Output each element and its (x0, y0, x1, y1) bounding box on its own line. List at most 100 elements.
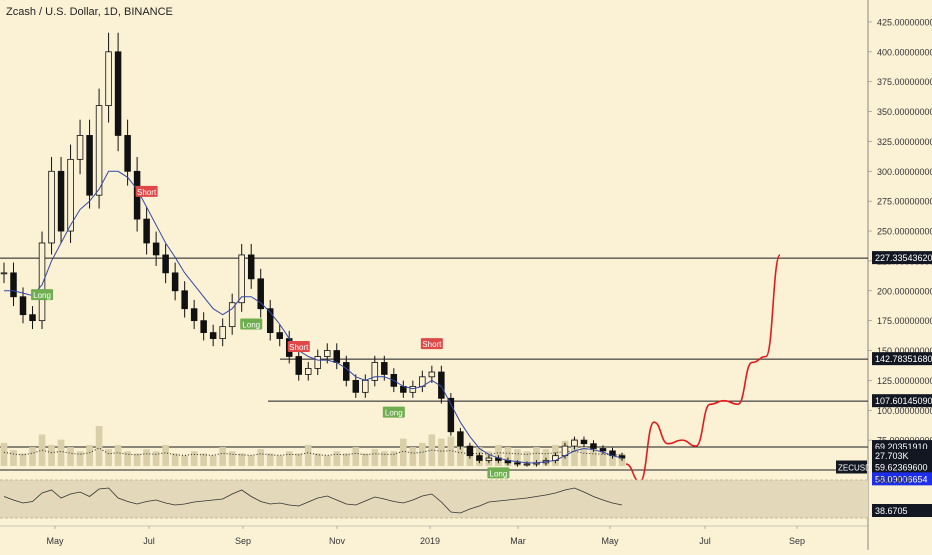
volume-bar (219, 447, 227, 466)
long-signal-badge (240, 318, 263, 330)
y-tick-label: 275.000000000 (877, 197, 932, 207)
volume-bar (609, 453, 616, 466)
candle-body (29, 314, 36, 322)
volume-bar (0, 442, 8, 466)
volume-bar (590, 449, 597, 466)
volume-bar (124, 451, 131, 466)
volume-bar (105, 449, 112, 466)
volume-bar (257, 449, 265, 466)
candle-body (304, 368, 312, 375)
symbol-label-box (836, 460, 867, 474)
volume-bar (38, 434, 46, 466)
volume-bar (399, 438, 407, 466)
candle-body (143, 218, 150, 244)
price-label-text: 69.20351910 (875, 442, 928, 452)
candle-body (247, 254, 255, 280)
rsi-line (3, 487, 623, 514)
candle-body (190, 308, 198, 322)
candle-body (105, 51, 112, 106)
candle-body (266, 308, 274, 333)
x-tick-label: Mar (510, 536, 526, 546)
price-label-text: 107.60145090 (875, 396, 932, 406)
candle-body (238, 254, 245, 304)
volume-bar (390, 451, 398, 466)
volume-bar (143, 449, 150, 466)
long-signal-label: Long (242, 320, 260, 329)
candle-body (162, 254, 169, 274)
candle-body (76, 135, 84, 160)
long-signal-badge (31, 289, 54, 301)
volume-bar (29, 447, 36, 466)
candle-body (324, 350, 331, 357)
volume-bar (200, 453, 207, 466)
volume-bar (114, 444, 122, 466)
short-signal-label: Short (289, 343, 309, 352)
candle-body (476, 455, 483, 461)
volume-bar (447, 436, 455, 466)
candle-body (171, 272, 179, 292)
candle-body (10, 272, 17, 298)
candle-body (209, 332, 217, 339)
candle-body (276, 332, 283, 339)
rsi-upper-label: 80.0000 (877, 475, 910, 485)
y-tick-label: 400.000000000 (877, 47, 932, 57)
volume-bar (352, 447, 360, 466)
candle-body (124, 135, 131, 172)
volume-bar (542, 449, 550, 466)
x-tick-label: 2019 (420, 536, 440, 546)
candle-body (38, 242, 46, 322)
x-tick-label: Sep (235, 536, 251, 546)
volume-bar (266, 453, 274, 466)
long-signal-badge (487, 467, 510, 479)
projection-path[interactable] (625, 254, 781, 483)
candle-body (362, 379, 369, 393)
y-tick-label: 425.000000000 (877, 17, 932, 27)
moving-average-line (4, 170, 623, 464)
candle-body (295, 356, 302, 375)
y-tick-label: 100.000000000 (877, 406, 932, 416)
volume-bar (57, 439, 65, 466)
volume-bar (409, 447, 417, 466)
candle-body (466, 445, 474, 457)
price-label-box (872, 352, 932, 366)
candle-body (409, 385, 417, 393)
volume-bar (162, 444, 169, 466)
candle-body (523, 463, 531, 466)
volume-bar (361, 453, 369, 466)
candle-body (67, 158, 74, 232)
price-label-text: 227.33543620 (875, 253, 932, 263)
volume-bar (95, 426, 103, 466)
short-signal-label: Short (137, 188, 157, 197)
candle-body (95, 105, 103, 196)
long-signal-label: Long (385, 409, 403, 418)
price-label-box (872, 394, 932, 408)
candle-body (152, 242, 160, 256)
x-tick-label: Nov (329, 536, 346, 546)
x-tick-label: Sep (789, 536, 805, 546)
short-signal-badge (420, 338, 443, 350)
volume-bar (276, 455, 284, 466)
volume-bar (371, 449, 379, 466)
price-label-text: 59.62369600 (875, 463, 928, 473)
candle-body (381, 362, 388, 375)
price-label-box (872, 251, 932, 265)
volume-bar (171, 453, 179, 466)
short-signal-badge (287, 340, 310, 352)
x-tick-label: May (601, 536, 619, 546)
volume-label-box (872, 449, 932, 462)
volume-average-line (3, 447, 622, 456)
volume-bar (209, 455, 217, 466)
volume-bar (323, 455, 331, 466)
candle-body (200, 320, 207, 333)
short-signal-badge (135, 185, 158, 197)
volume-bar (86, 444, 93, 466)
volume-bar (67, 447, 74, 466)
volume-bar (76, 451, 84, 466)
volume-bar (190, 451, 198, 466)
volume-bar (571, 438, 578, 466)
candle-body (219, 326, 226, 339)
volume-bar (333, 451, 341, 466)
